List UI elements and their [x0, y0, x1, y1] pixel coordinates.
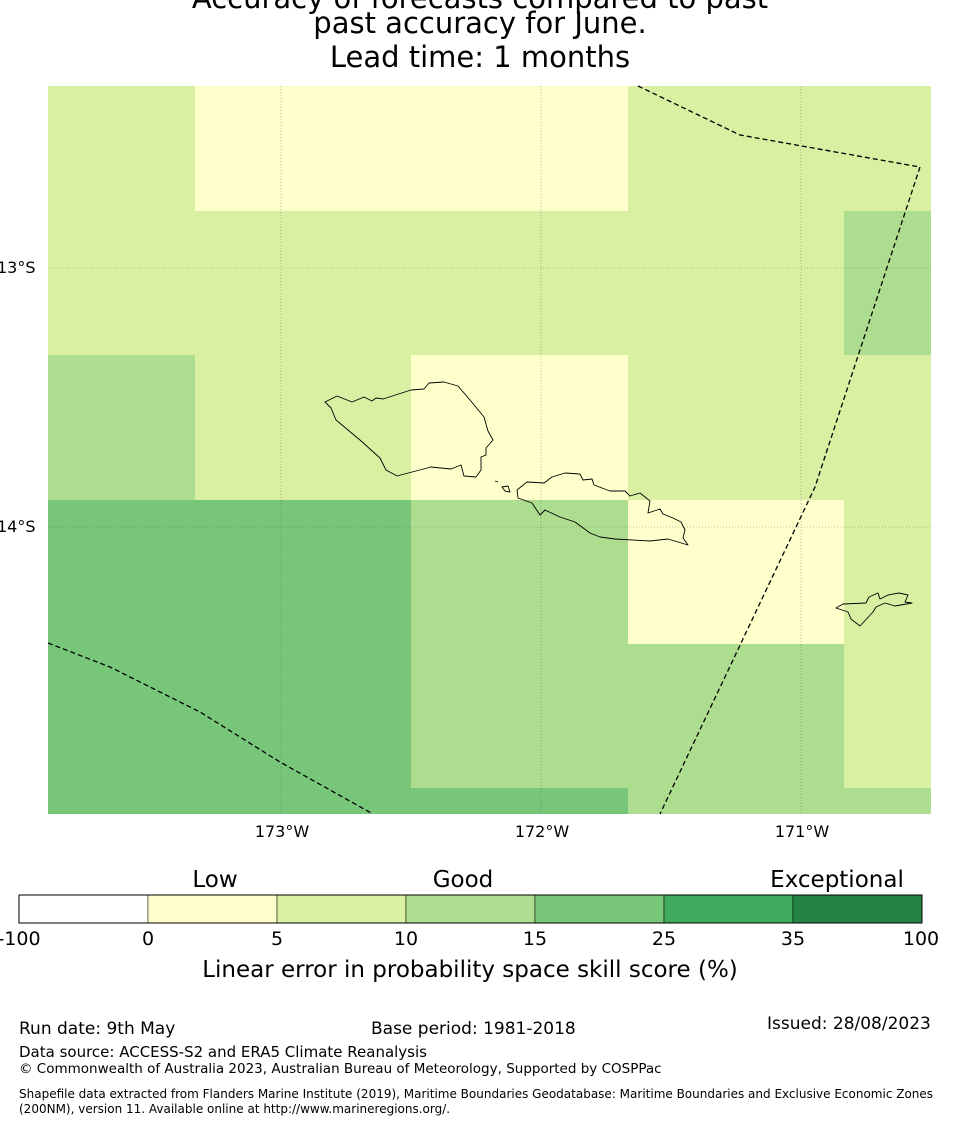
colorbar-swatch	[663, 894, 794, 924]
colorbar-tick: 5	[270, 928, 284, 950]
category-low: Low	[192, 867, 238, 893]
run-date: Run date: 9th May	[19, 1019, 176, 1039]
category-exceptional: Exceptional	[770, 867, 904, 893]
grid-cell	[844, 788, 931, 814]
base-period: Base period: 1981-2018	[371, 1019, 576, 1039]
grid-cell	[411, 500, 628, 788]
grid-cell	[411, 355, 628, 500]
colorbar-swatch	[147, 894, 278, 924]
grid-cell	[48, 500, 411, 814]
lat-label-14s: 14°S	[0, 517, 36, 536]
tutuila-island	[835, 592, 913, 627]
data-source: Data source: ACCESS-S2 and ERA5 Climate …	[19, 1043, 427, 1061]
grid-cell	[195, 86, 628, 211]
colorbar-tick: 0	[141, 928, 155, 950]
shapefile-credit-line-2: (200NM), version 11. Available online at…	[19, 1102, 451, 1116]
shapefile-credit-line-1: Shapefile data extracted from Flanders M…	[19, 1087, 934, 1101]
colorbar	[18, 894, 923, 924]
colorbar-swatch	[18, 894, 149, 924]
colorbar-tick: 35	[780, 928, 806, 950]
lon-label-173w: 173°W	[254, 822, 310, 841]
colorbar-swatch	[276, 894, 407, 924]
colorbar-swatch	[534, 894, 665, 924]
grid-cell	[411, 788, 628, 814]
colorbar-tick: -100	[0, 928, 41, 950]
grid-cell	[628, 500, 844, 644]
colorbar-tick: 15	[522, 928, 548, 950]
map-title-line-1: Accuracy of forecasts compared to past	[0, 0, 960, 15]
colorbar-tick: 100	[902, 928, 940, 950]
upolu-island	[516, 472, 689, 546]
grid-cell	[48, 355, 195, 500]
savaii-island	[324, 381, 494, 478]
eez-boundary	[637, 85, 921, 815]
lat-label-13s: 13°S	[0, 258, 36, 277]
graticule	[48, 86, 931, 814]
manono-island	[501, 485, 511, 493]
skill-grid	[48, 86, 931, 814]
maritime-boundaries	[47, 85, 921, 815]
colorbar-tick: 25	[651, 928, 677, 950]
colorbar-frame	[18, 894, 923, 924]
colorbar-tick: 10	[393, 928, 419, 950]
grid-cell	[844, 211, 931, 355]
islands	[324, 381, 913, 627]
colorbar-label: Linear error in probability space skill …	[202, 957, 738, 983]
lon-label-171w: 171°W	[774, 822, 830, 841]
map-title-line-3: Lead time: 1 months	[329, 40, 631, 74]
eez-boundary	[47, 642, 374, 815]
copyright: © Commonwealth of Australia 2023, Austra…	[19, 1061, 662, 1077]
lon-label-172w: 172°W	[514, 822, 570, 841]
apolima-island	[494, 480, 499, 483]
colorbar-swatch	[405, 894, 536, 924]
issued-date: Issued: 28/08/2023	[767, 1014, 931, 1034]
category-good: Good	[432, 867, 494, 893]
colorbar-swatch	[792, 894, 923, 924]
map-title-line-2: past accuracy for June.	[313, 6, 647, 40]
grid-cell	[628, 644, 844, 814]
